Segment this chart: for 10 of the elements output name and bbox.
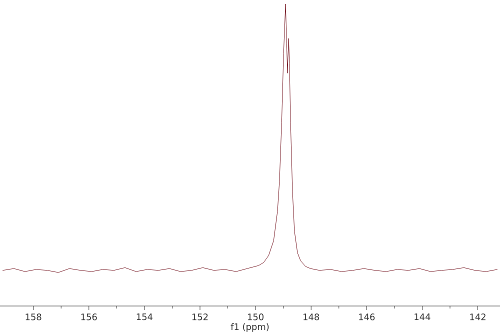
x-tick-label: 150 [248, 314, 264, 320]
x-tick-label: 152 [192, 314, 208, 320]
x-tick-label: 158 [26, 314, 42, 320]
x-tick-label: 154 [136, 314, 152, 320]
x-tick-label: 142 [470, 314, 486, 320]
x-tick-label: 156 [81, 314, 97, 320]
x-tick-label: 148 [304, 314, 320, 320]
x-axis-title: f1 (ppm) [230, 323, 269, 332]
x-tick-label: 146 [359, 314, 375, 320]
x-tick-label: 144 [414, 314, 430, 320]
